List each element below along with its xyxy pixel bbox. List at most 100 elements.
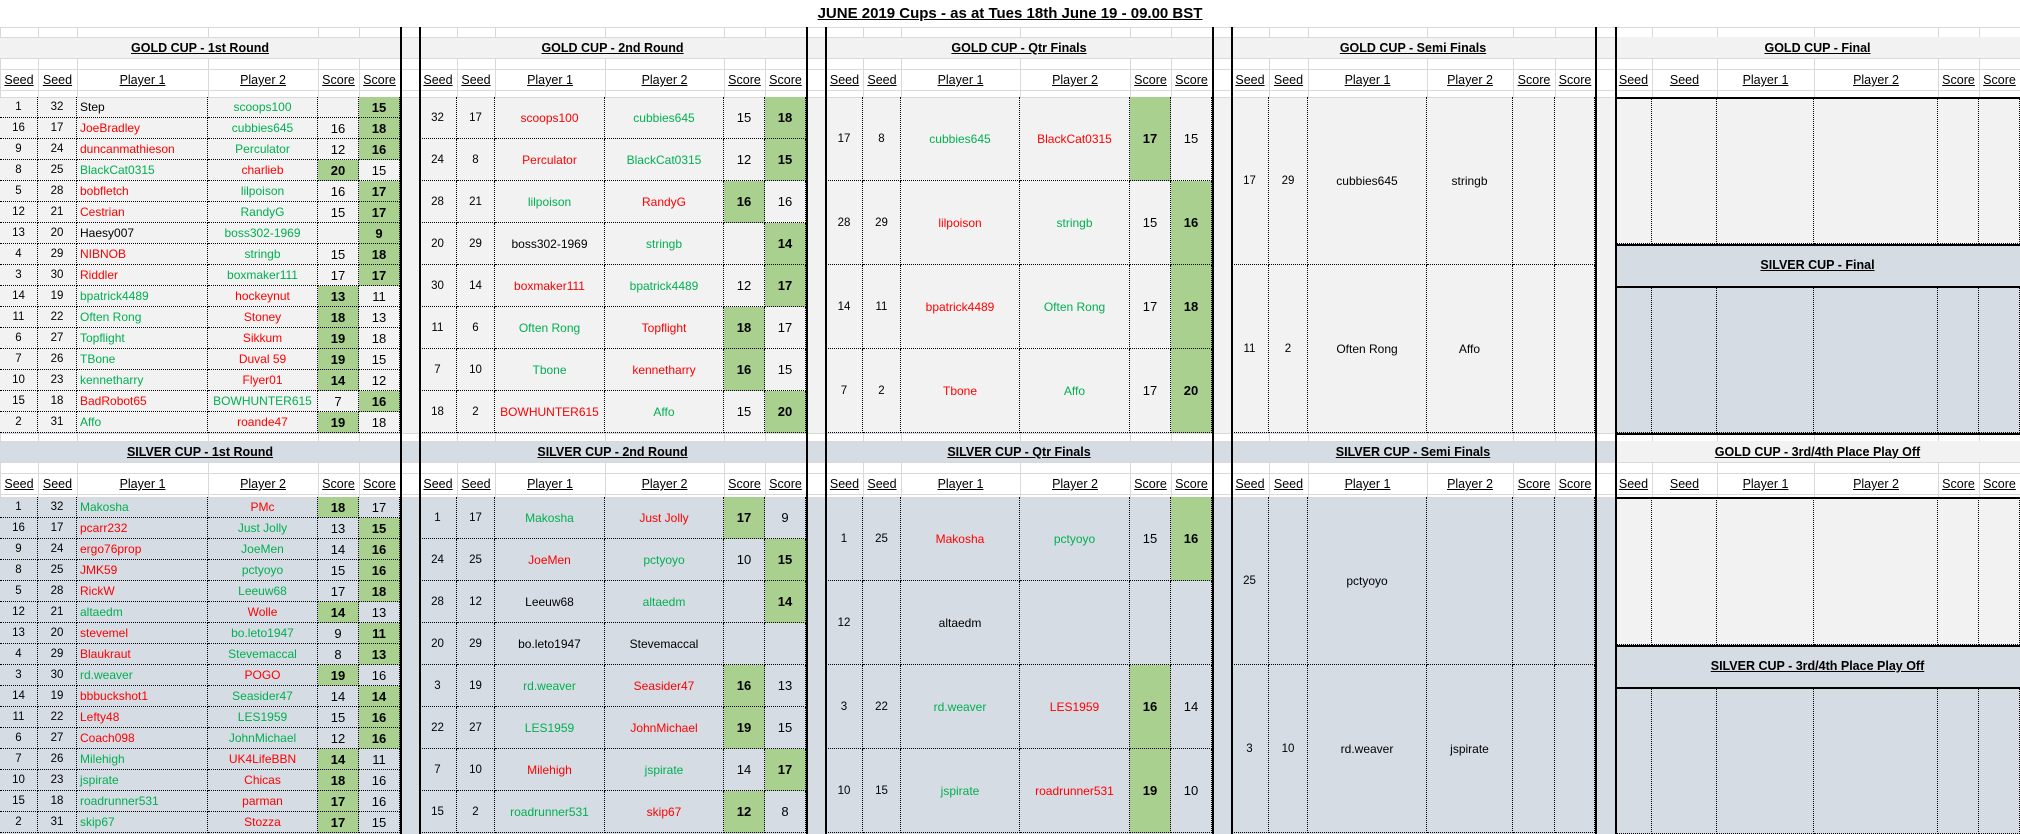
gold-round1-player-1: bpatrick4489 <box>77 286 208 307</box>
gridline <box>1717 27 1718 37</box>
gold-round2-player-2: BlackCat0315 <box>605 139 724 181</box>
gold-round1-seed-1: 2 <box>0 412 38 433</box>
gold-round1-title-text: GOLD CUP - 1st Round <box>131 40 269 55</box>
gold-round2-col-6: Score <box>769 73 802 87</box>
gridline <box>0 473 2020 474</box>
silver-qtr-seed-2 <box>863 581 901 665</box>
silver-round1-score-2: 16 <box>359 560 400 581</box>
gold-round1-seed-1: 6 <box>0 328 38 349</box>
gold-round1-player-2: roande47 <box>208 412 318 433</box>
gridline <box>1171 462 1172 497</box>
silver-semi-col-6: Score <box>1558 477 1592 491</box>
silver-round1-seed-1: 15 <box>0 791 38 812</box>
gold-third-col-2: Seed <box>1669 477 1700 491</box>
gridline <box>605 27 606 37</box>
gold-third-seed-1 <box>1615 497 1652 645</box>
gridline <box>359 462 360 497</box>
gridline <box>605 433 606 441</box>
gold-round2-col-1: Seed <box>423 73 453 87</box>
gold-round2-title: GOLD CUP - 2nd Round <box>419 37 806 58</box>
gold-round1-score-1: 15 <box>318 244 359 265</box>
gridline <box>1513 58 1514 97</box>
gold-round1-seed-2: 28 <box>38 181 77 202</box>
panel-divider <box>806 27 808 834</box>
gold-qtr-player-1: Tbone <box>901 349 1020 433</box>
gridline <box>1555 58 1556 97</box>
silver-round1-title-text: SILVER CUP - 1st Round <box>126 444 274 459</box>
gold-round1-seed-1: 7 <box>0 349 38 370</box>
silver-semi-title-text: SILVER CUP - Semi Finals <box>1335 444 1491 459</box>
silver-round2-seed-2: 17 <box>457 497 495 539</box>
gold-round1-title: GOLD CUP - 1st Round <box>0 37 400 58</box>
gold-round1-player-2: RandyG <box>208 202 318 223</box>
gold-round1-col-3: Player 1 <box>119 73 166 87</box>
silver-round1-score-2: 16 <box>359 539 400 560</box>
silver-round1-seed-2: 24 <box>38 539 77 560</box>
silver-qtr-col-6: Score <box>1175 477 1208 491</box>
silver-semi-player-2: jspirate <box>1427 665 1513 833</box>
silver-round1-player-1: Makosha <box>77 497 208 518</box>
gold-qtr-col-2: Seed <box>867 73 897 87</box>
silver-round1-score-2: 17 <box>359 497 400 518</box>
gold-round2-score-1: 12 <box>724 139 765 181</box>
gold-round1-score-1 <box>318 97 359 118</box>
silver-round1-col-6: Score <box>363 477 396 491</box>
gridline <box>1938 462 1939 497</box>
silver-round1-seed-1: 12 <box>0 602 38 623</box>
silver-third-seed-2 <box>1652 687 1717 834</box>
gold-semi-score-2 <box>1555 97 1595 265</box>
gold-semi-col-5: Score <box>1517 73 1551 87</box>
gold-round1-score-2: 12 <box>359 370 400 391</box>
gridline <box>1269 58 1270 97</box>
gold-round1-seed-1: 11 <box>0 307 38 328</box>
silver-semi-score-1 <box>1513 497 1555 665</box>
gold-round2-player-2: kennetharry <box>605 349 724 391</box>
gold-semi-score-2 <box>1555 265 1595 433</box>
gold-round1-seed-2: 24 <box>38 139 77 160</box>
silver-final-seed-2 <box>1652 286 1717 433</box>
gridline <box>1171 433 1172 441</box>
gold-qtr-player-1: cubbies645 <box>901 97 1020 181</box>
gold-round1-seed-2: 25 <box>38 160 77 181</box>
gold-round1-score-1: 16 <box>318 181 359 202</box>
silver-round1-player-2: Stozza <box>208 812 318 833</box>
panel-border <box>1615 244 2020 246</box>
silver-round2-seed-1: 1 <box>419 497 457 539</box>
gold-third-score-2 <box>1979 497 2020 645</box>
panel-border <box>1615 497 2020 499</box>
gold-semi-seed-2: 29 <box>1269 97 1308 265</box>
gold-round2-seed-1: 32 <box>419 97 457 139</box>
silver-round1-seed-2: 32 <box>38 497 77 518</box>
gridline <box>724 462 725 497</box>
gridline <box>208 433 209 441</box>
gold-final-match-row <box>1615 97 2020 244</box>
silver-semi-col-5: Score <box>1517 477 1551 491</box>
silver-round1-player-2: LES1959 <box>208 707 318 728</box>
silver-round2-seed-1: 7 <box>419 749 457 791</box>
gridline <box>605 462 606 497</box>
gold-round2-seed-2: 10 <box>457 349 495 391</box>
gold-third-title: GOLD CUP - 3rd/4th Place Play Off <box>1615 441 2020 462</box>
gold-round1-player-2: BOWHUNTER615 <box>208 391 318 412</box>
silver-round1-score-1: 14 <box>318 539 359 560</box>
silver-round2-seed-2: 27 <box>457 707 495 749</box>
gold-qtr-seed-2: 29 <box>863 181 901 265</box>
gold-round2-seed-2: 14 <box>457 265 495 307</box>
gold-round1-player-1: BadRobot65 <box>77 391 208 412</box>
gold-final-seed-2 <box>1652 97 1717 244</box>
gold-round2-score-1: 16 <box>724 181 765 223</box>
gridline <box>0 90 2020 91</box>
gridline <box>457 27 458 37</box>
gold-qtr-score-1: 17 <box>1130 265 1171 349</box>
silver-third-title: SILVER CUP - 3rd/4th Place Play Off <box>1615 645 2020 687</box>
gridline <box>208 58 209 97</box>
silver-semi-score-1 <box>1513 665 1555 833</box>
silver-round1-player-2: POGO <box>208 665 318 686</box>
silver-round2-player-2: Just Jolly <box>605 497 724 539</box>
silver-round1-seed-2: 29 <box>38 644 77 665</box>
silver-round1-seed-2: 18 <box>38 791 77 812</box>
gold-round2-seed-1: 30 <box>419 265 457 307</box>
gold-round1-score-1: 19 <box>318 349 359 370</box>
gold-round1-score-2: 18 <box>359 244 400 265</box>
gold-qtr-seed-2: 8 <box>863 97 901 181</box>
